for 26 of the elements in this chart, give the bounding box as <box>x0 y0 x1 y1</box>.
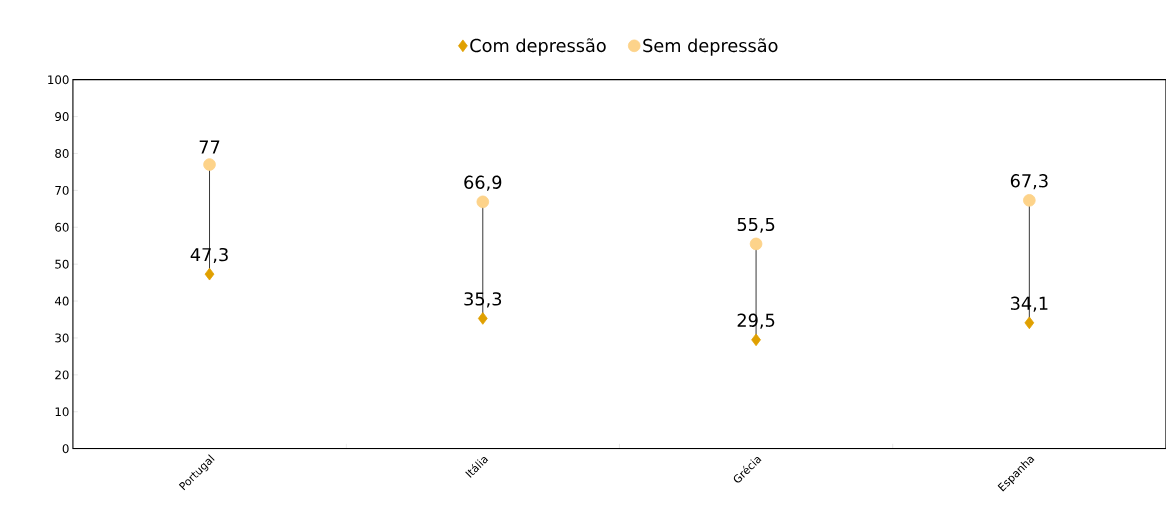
point <box>751 333 761 347</box>
y-tick-label: 10 <box>55 407 69 417</box>
legend-label: Sem depressão <box>643 38 778 56</box>
data-label: 67,3 <box>1010 174 1048 190</box>
y-tick-label: 50 <box>55 259 69 269</box>
data-label: 66,9 <box>464 175 502 192</box>
y-tick-label: 70 <box>55 186 69 196</box>
y-tick-label: 90 <box>55 112 69 122</box>
data-label: 77 <box>199 140 220 154</box>
y-tick-label: 100 <box>48 75 69 85</box>
point <box>477 312 488 325</box>
point <box>1023 194 1036 207</box>
data-label: 55,5 <box>737 218 775 234</box>
point <box>476 195 490 209</box>
legend-label: Com depressão <box>470 38 606 56</box>
y-tick-label: 20 <box>55 370 69 380</box>
data-label: 29,5 <box>737 313 775 330</box>
y-tick-label: 60 <box>55 223 69 232</box>
point <box>203 158 216 172</box>
y-tick-label: 0 <box>62 444 69 454</box>
y-tick-label: 40 <box>54 296 69 306</box>
point <box>204 268 215 281</box>
point <box>1024 316 1035 330</box>
y-tick-label: 30 <box>55 333 69 343</box>
point <box>749 237 763 251</box>
y-tick-label: 80 <box>55 149 69 159</box>
